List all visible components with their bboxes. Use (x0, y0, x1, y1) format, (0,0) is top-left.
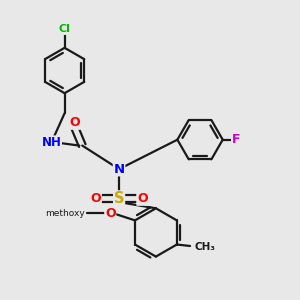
Text: O: O (105, 207, 116, 220)
Text: F: F (232, 133, 240, 146)
Text: N: N (113, 163, 124, 176)
Text: O: O (91, 192, 101, 205)
Text: O: O (137, 192, 148, 205)
Text: CH₃: CH₃ (194, 242, 215, 253)
Text: O: O (70, 116, 80, 129)
Text: NH: NH (41, 136, 61, 149)
Text: methoxy: methoxy (46, 209, 85, 218)
Text: Cl: Cl (59, 24, 70, 34)
Text: S: S (114, 191, 124, 206)
